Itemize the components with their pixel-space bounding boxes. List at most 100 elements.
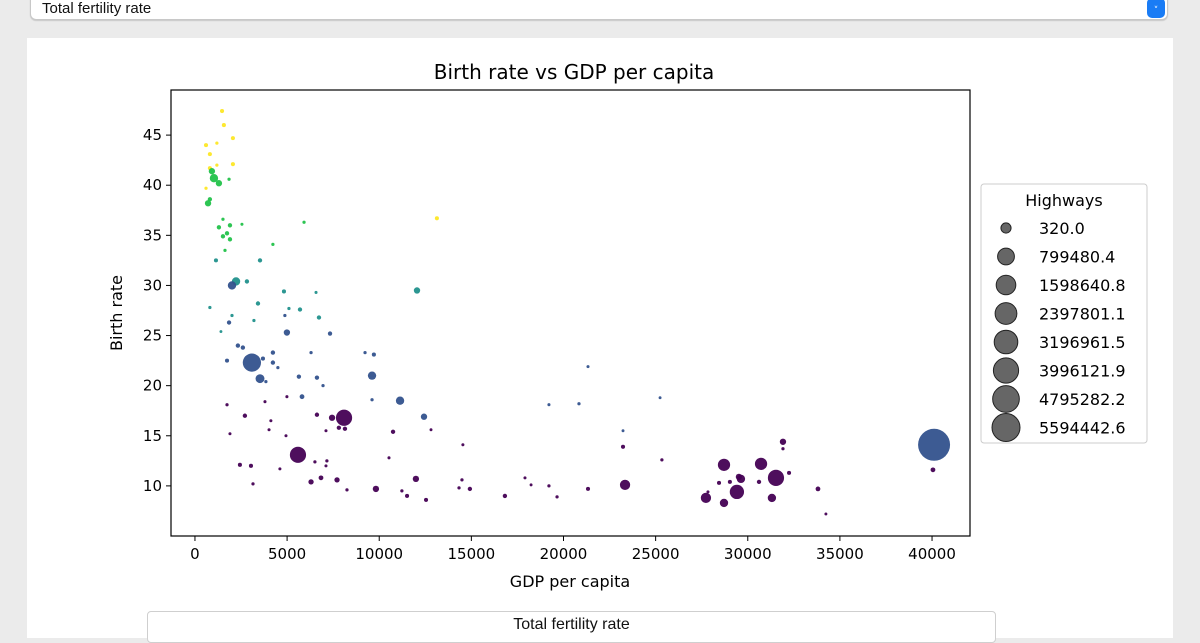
data-point xyxy=(213,258,219,263)
data-point xyxy=(727,479,732,484)
data-point xyxy=(523,476,527,480)
data-point xyxy=(716,480,722,485)
data-point xyxy=(324,464,328,468)
legend-marker xyxy=(1000,222,1012,234)
y-tick-label: 25 xyxy=(143,327,162,345)
data-point xyxy=(215,180,223,187)
data-point xyxy=(309,350,313,355)
legend-title: Highways xyxy=(1025,191,1102,210)
data-point xyxy=(263,400,267,404)
legend-marker xyxy=(992,385,1020,413)
data-point xyxy=(756,479,762,485)
data-point xyxy=(918,428,951,461)
data-point xyxy=(224,358,230,363)
data-point xyxy=(281,289,286,294)
data-point xyxy=(314,375,320,380)
x-tick-label: 30000 xyxy=(724,545,772,563)
data-point xyxy=(781,447,785,451)
data-point xyxy=(285,395,289,399)
legend-marker xyxy=(991,413,1021,442)
data-point xyxy=(208,305,212,310)
data-point xyxy=(308,479,314,485)
y-tick-label: 45 xyxy=(143,126,162,144)
data-point xyxy=(230,162,235,167)
data-point xyxy=(700,492,712,504)
data-point xyxy=(278,467,282,471)
data-point xyxy=(242,413,248,418)
legend-entry-label: 5594442.6 xyxy=(1039,419,1126,438)
x-axis: 0 5000 10000 15000 20000 25000 30000 35000 40000 xyxy=(190,536,956,563)
data-point xyxy=(824,512,828,516)
data-point xyxy=(324,429,328,433)
legend-marker xyxy=(994,302,1018,325)
legend-marker xyxy=(995,274,1017,296)
data-point xyxy=(255,301,261,306)
data-point xyxy=(204,186,208,190)
data-point xyxy=(271,242,275,246)
data-point xyxy=(457,486,461,490)
data-point xyxy=(318,475,324,481)
select-stepper-icon[interactable]: ˄ ˅ xyxy=(1147,0,1165,18)
metric-select-top[interactable]: Total fertility rate ˄ ˅ xyxy=(30,0,1168,20)
plot-frame xyxy=(170,89,971,537)
data-point xyxy=(221,217,225,221)
data-point xyxy=(658,396,662,400)
data-point xyxy=(224,231,230,236)
data-point xyxy=(754,457,768,470)
data-point xyxy=(729,484,745,500)
metric-select-bottom-value: Total fertility rate xyxy=(513,616,630,633)
data-point xyxy=(370,398,374,402)
data-point xyxy=(289,446,307,463)
legend-entry-label: 320.0 xyxy=(1039,219,1085,238)
data-point xyxy=(220,109,225,114)
data-point xyxy=(227,281,237,290)
data-point xyxy=(284,434,288,438)
data-point xyxy=(242,353,262,372)
data-point xyxy=(321,384,325,388)
data-point xyxy=(227,177,231,181)
data-point xyxy=(395,396,405,405)
data-point xyxy=(342,426,348,431)
data-point xyxy=(577,402,581,406)
data-point xyxy=(930,467,936,473)
data-point xyxy=(390,429,396,434)
data-point xyxy=(203,143,209,148)
data-point xyxy=(467,486,473,492)
data-point xyxy=(209,174,219,183)
data-point xyxy=(248,463,254,468)
x-tick-label: 20000 xyxy=(540,545,588,563)
data-point xyxy=(325,459,329,463)
y-axis: 10 15 20 25 30 35 40 45 xyxy=(143,126,171,495)
y-tick-label: 40 xyxy=(143,176,162,194)
y-axis-label: Birth rate xyxy=(107,275,126,351)
data-point xyxy=(221,123,226,128)
data-point xyxy=(227,223,233,228)
data-point xyxy=(252,318,256,323)
data-point xyxy=(215,163,219,167)
legend-entry-label: 3996121.9 xyxy=(1039,362,1126,381)
data-point xyxy=(621,429,625,433)
metric-select-bottom[interactable]: Total fertility rate xyxy=(147,611,996,643)
data-point xyxy=(313,460,317,464)
legend-entry-label: 3196961.5 xyxy=(1039,333,1126,352)
data-point xyxy=(460,478,464,482)
data-point xyxy=(204,200,212,207)
chart-title: Birth rate vs GDP per capita xyxy=(434,60,714,84)
data-point xyxy=(251,482,255,486)
data-point xyxy=(429,428,433,432)
data-point xyxy=(767,493,777,503)
x-tick-label: 25000 xyxy=(632,545,680,563)
data-point xyxy=(412,475,420,483)
data-point xyxy=(779,438,787,445)
data-point xyxy=(314,412,320,417)
data-point xyxy=(240,345,246,350)
data-point xyxy=(225,403,229,407)
data-point xyxy=(267,428,271,432)
data-point xyxy=(336,425,342,430)
data-point xyxy=(269,419,273,423)
data-point xyxy=(235,343,241,348)
data-point xyxy=(372,485,380,493)
data-point xyxy=(619,479,631,491)
data-point xyxy=(434,216,439,221)
data-point xyxy=(215,141,219,145)
